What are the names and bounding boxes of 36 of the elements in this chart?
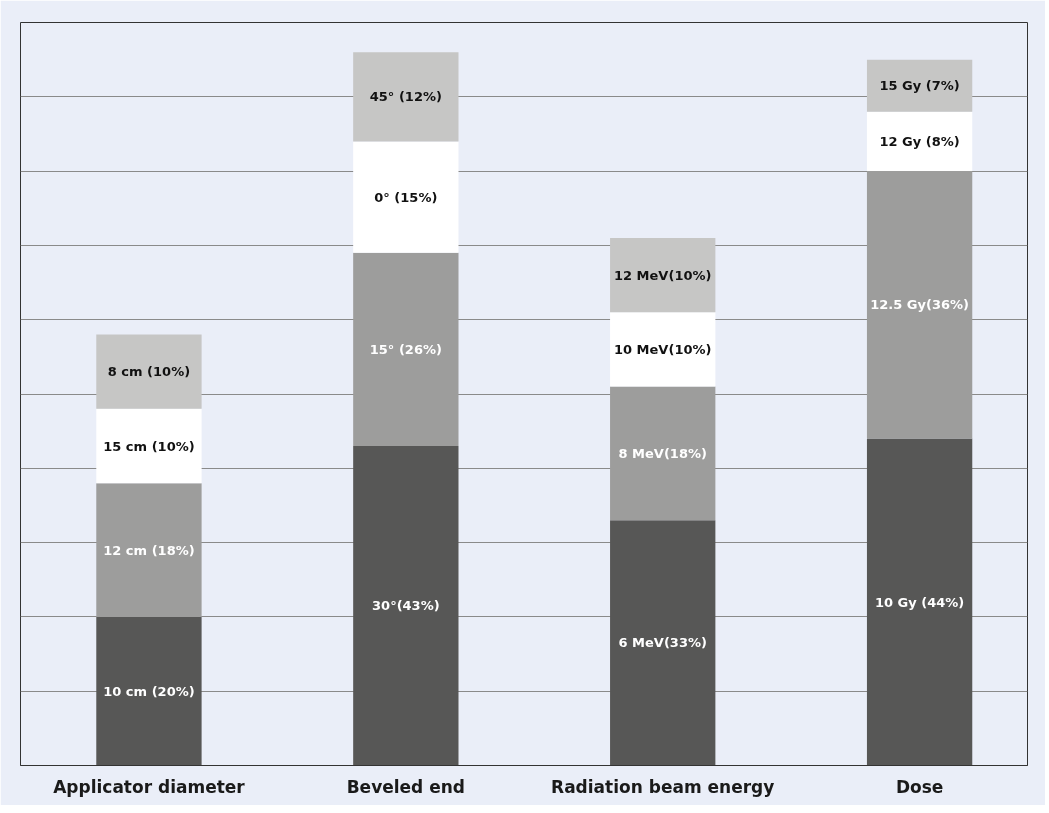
data-label: 6 MeV(33%) <box>618 635 707 651</box>
bar <box>353 446 459 766</box>
data-label: 10 cm (20%) <box>103 683 195 699</box>
data-label: 15 cm (10%) <box>103 438 195 454</box>
x-tick-label: Applicator diameter <box>53 776 246 797</box>
bar <box>866 59 973 112</box>
data-label: 45° (12%) <box>369 89 442 105</box>
data-label: 10 Gy (44%) <box>874 594 965 610</box>
data-label: 15° (26%) <box>369 341 442 357</box>
bar <box>96 483 202 617</box>
bar <box>96 334 202 409</box>
bar <box>353 52 459 142</box>
bar <box>866 111 973 172</box>
data-label: 12 Gy (8%) <box>879 133 960 149</box>
bar <box>96 408 202 484</box>
data-label: 12 cm (18%) <box>103 542 195 558</box>
bar <box>610 520 716 766</box>
data-label: 8 cm (10%) <box>107 364 191 380</box>
data-label: 12 MeV(10%) <box>614 267 712 283</box>
data-label: 8 MeV(18%) <box>618 445 707 461</box>
bar <box>353 141 459 253</box>
bar <box>866 438 973 766</box>
data-label: 30°(43%) <box>372 598 440 614</box>
bar <box>96 616 202 766</box>
data-label: 0° (15%) <box>374 189 438 205</box>
bar <box>866 171 973 439</box>
data-label: 12.5 Gy(36%) <box>870 297 969 313</box>
bar <box>610 386 716 521</box>
bar <box>610 312 716 387</box>
bar <box>610 237 716 313</box>
bar <box>353 252 459 447</box>
x-tick-label: Beveled end <box>346 776 466 797</box>
x-tick-label: Radiation beam energy <box>551 776 775 797</box>
data-label: 15 Gy (7%) <box>879 78 960 94</box>
x-tick-label: Dose <box>895 776 944 797</box>
data-label: 10 MeV(10%) <box>614 341 712 357</box>
